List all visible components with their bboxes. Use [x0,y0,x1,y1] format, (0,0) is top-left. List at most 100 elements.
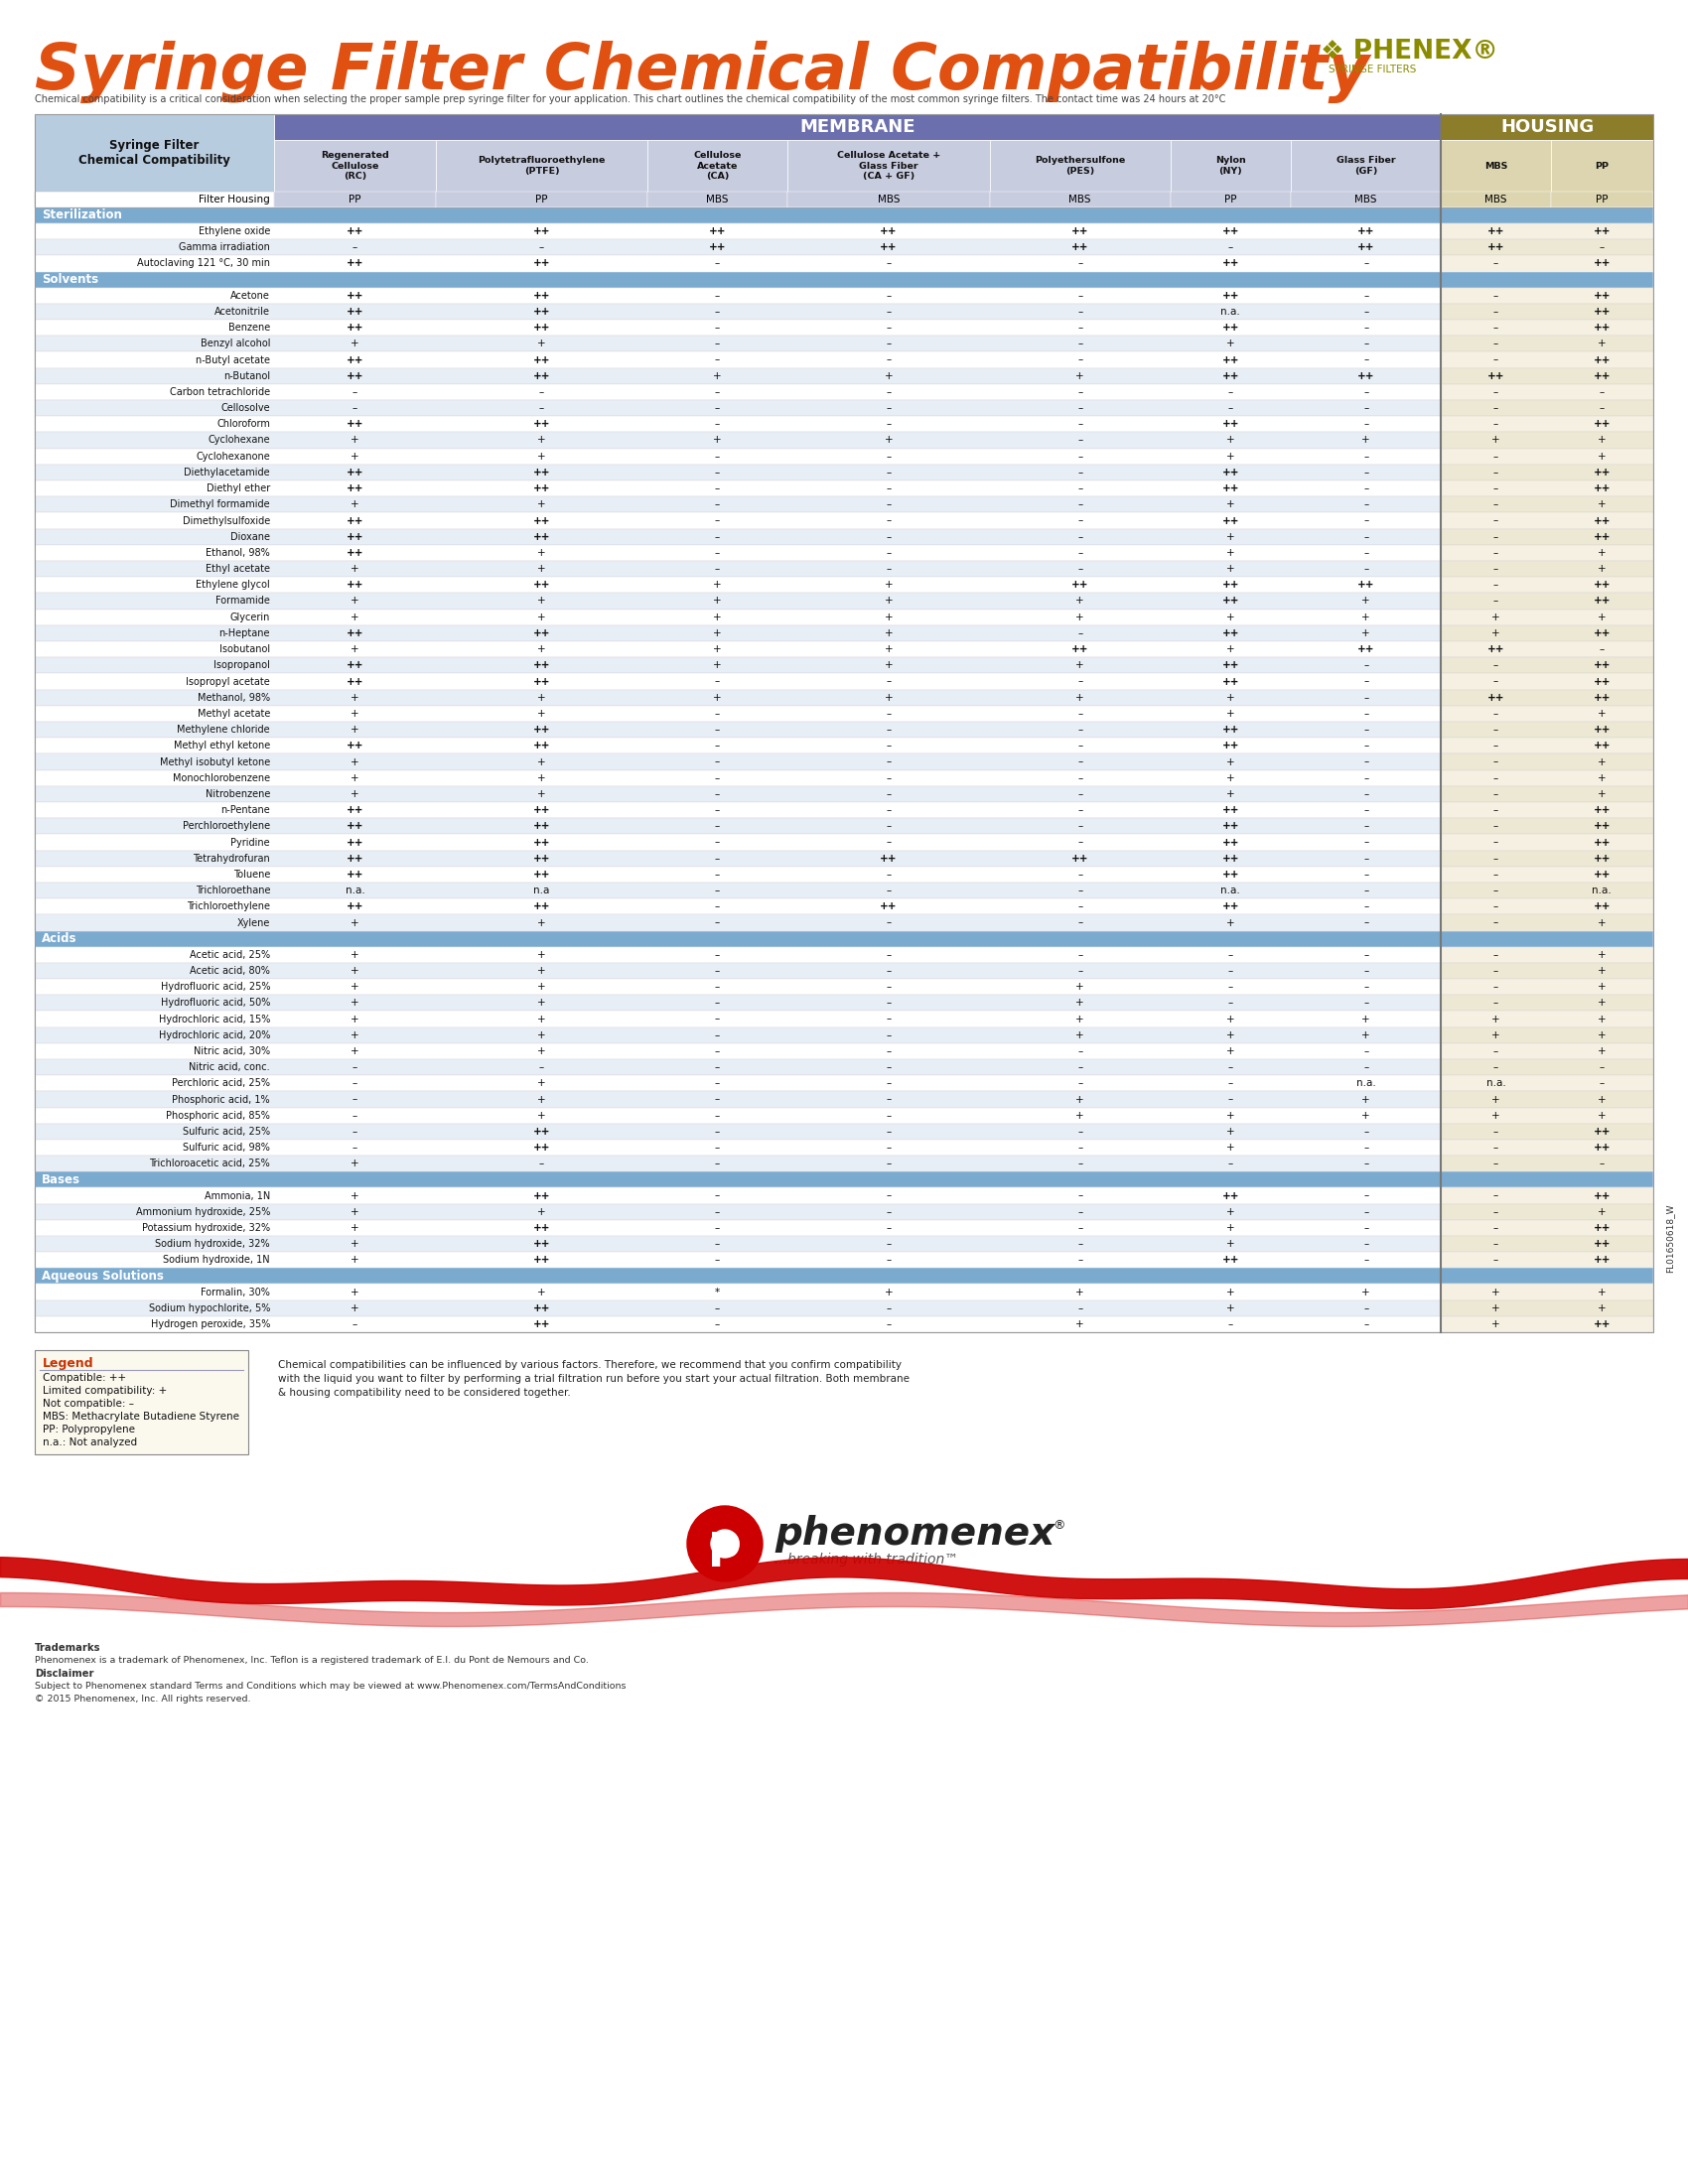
Text: ++: ++ [533,725,550,734]
Text: Polytetrafluoroethylene
(PTFE): Polytetrafluoroethylene (PTFE) [478,157,606,175]
Text: Xylene: Xylene [236,917,270,928]
Bar [1170,192,1291,207]
Text: n.a.: n.a. [1592,887,1612,895]
Bar [35,594,1442,609]
Text: © 2015 Phenomenex, Inc. All rights reserved.: © 2015 Phenomenex, Inc. All rights reser… [35,1695,252,1704]
Text: –: – [1494,710,1499,719]
Text: –: – [1364,998,1369,1009]
Text: ++: ++ [1593,419,1610,428]
Text: +: + [1075,1094,1084,1105]
Text: –: – [886,483,891,494]
Text: +: + [351,500,360,509]
Text: MBS: MBS [706,194,729,205]
Text: –: – [538,1160,544,1168]
Text: Ethyl acetate: Ethyl acetate [206,563,270,574]
Text: –: – [1077,515,1082,526]
Text: Bases: Bases [42,1173,81,1186]
Text: +: + [351,563,360,574]
Text: Sulfuric acid, 98%: Sulfuric acid, 98% [182,1142,270,1153]
Text: +: + [1492,1031,1501,1040]
Text: –: – [1227,965,1234,976]
Text: ++: ++ [346,660,363,670]
Text: ++: ++ [1222,629,1239,638]
Text: +: + [351,983,360,992]
Text: –: – [1494,419,1499,428]
Text: ++: ++ [1593,515,1610,526]
Text: +: + [1597,1046,1607,1057]
Text: ++: ++ [346,677,363,686]
Bar [1442,513,1653,529]
Bar [35,1155,1442,1173]
Text: +: + [1597,983,1607,992]
Text: –: – [714,773,721,784]
Text: +: + [537,998,545,1009]
Text: –: – [1077,758,1082,767]
Text: ++: ++ [346,419,363,428]
Text: Acetonitrile: Acetonitrile [214,306,270,317]
Text: Tetrahydrofuran: Tetrahydrofuran [192,854,270,863]
Text: +: + [1492,1013,1501,1024]
Bar [1442,1188,1653,1203]
Bar [35,1221,1442,1236]
Text: ++: ++ [533,467,550,478]
Text: Nitric acid, conc.: Nitric acid, conc. [189,1061,270,1072]
Text: ++: ++ [533,290,550,301]
Bar [35,1269,1653,1284]
Text: –: – [1077,725,1082,734]
Bar [35,529,1442,544]
Bar [1442,978,1653,996]
Text: +: + [1225,1142,1236,1153]
Text: –: – [1364,548,1369,557]
Text: –: – [886,1256,891,1265]
Text: –: – [1364,965,1369,976]
Bar [35,882,1442,898]
Text: MEMBRANE: MEMBRANE [800,118,915,135]
Text: +: + [1075,612,1084,622]
Text: +: + [1597,612,1607,622]
Text: ++: ++ [1357,581,1374,590]
Text: –: – [1077,290,1082,301]
Text: +: + [1225,1127,1236,1136]
Text: –: – [1494,500,1499,509]
Text: –: – [886,869,891,880]
Bar [1442,657,1653,673]
Text: ++: ++ [1593,596,1610,605]
Bar [1442,400,1653,417]
Text: –: – [538,1061,544,1072]
Text: –: – [1494,452,1499,461]
Text: –: – [1227,998,1234,1009]
Text: +: + [537,965,545,976]
Text: –: – [1494,773,1499,784]
Text: –: – [886,998,891,1009]
Text: ++: ++ [346,467,363,478]
Bar [1442,577,1653,594]
Text: Sodium hypochlorite, 5%: Sodium hypochlorite, 5% [149,1304,270,1313]
Text: ++: ++ [346,227,363,236]
Bar [35,1299,1442,1317]
Text: ❖ PHENEX®: ❖ PHENEX® [1320,39,1499,66]
Text: –: – [1364,710,1369,719]
Text: +: + [1597,548,1607,557]
Text: Cyclohexanone: Cyclohexanone [196,452,270,461]
Text: ++: ++ [533,1142,550,1153]
Text: ++: ++ [879,227,896,236]
Bar [35,417,1442,432]
Text: –: – [714,1223,721,1234]
Text: +: + [1597,917,1607,928]
Text: –: – [1364,692,1369,703]
Bar [1442,642,1653,657]
Text: –: – [1364,836,1369,847]
Bar [1442,352,1653,367]
Bar [1442,465,1653,480]
Text: Isopropyl acetate: Isopropyl acetate [186,677,270,686]
Bar [1442,625,1653,642]
Text: ++: ++ [1593,660,1610,670]
Text: –: – [1494,548,1499,557]
Text: ++: ++ [1357,227,1374,236]
Text: –: – [1227,1061,1234,1072]
Bar [1442,256,1653,271]
Bar [1442,946,1653,963]
Text: +: + [537,1286,545,1297]
Text: –: – [1227,404,1234,413]
Text: –: – [714,1319,721,1330]
